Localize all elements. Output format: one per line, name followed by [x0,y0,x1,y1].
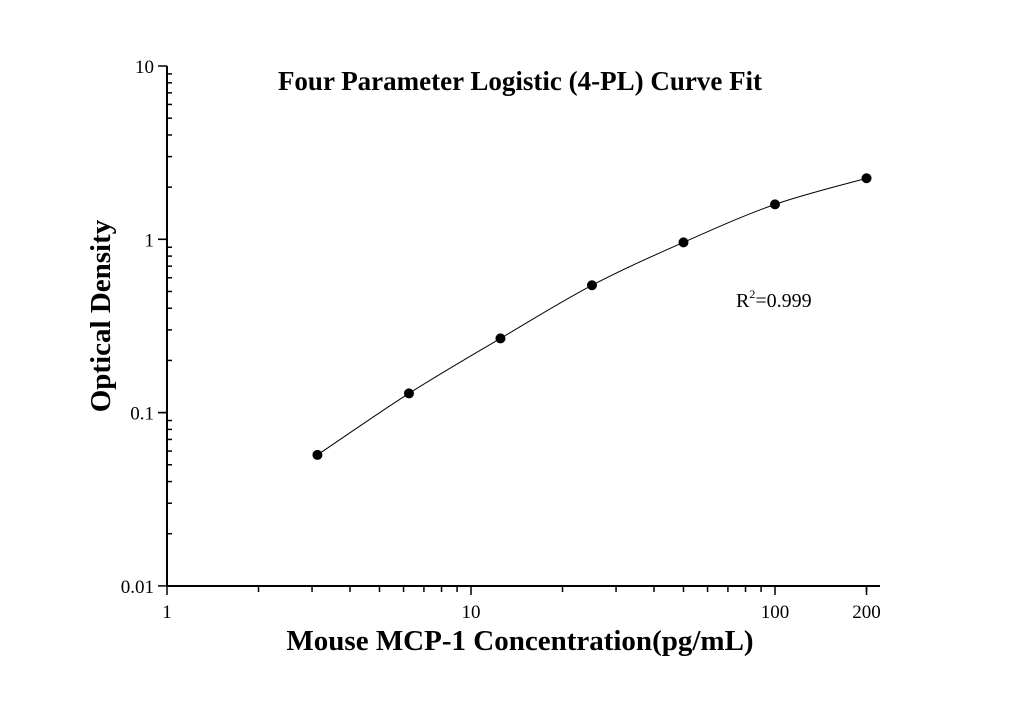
data-points [312,173,872,460]
x-axis-title: Mouse MCP-1 Concentration(pg/mL) [286,625,753,657]
r-squared-annotation: R2=0.999 [736,287,812,312]
x-tick-label: 10 [462,602,481,623]
y-tick-label: 0.01 [121,577,154,598]
data-point [495,333,506,344]
x-tick-label: 100 [761,602,790,623]
data-point [770,199,780,210]
fit-curve [317,177,867,456]
fit-curve-group [317,177,867,456]
y-tick-label: 10 [135,57,154,78]
data-point [586,280,597,291]
data-point [312,449,323,460]
y-tick-label: 0.1 [130,404,154,425]
x-tick-label: 200 [852,602,881,623]
data-point [861,173,872,184]
chart-title: Four Parameter Logistic (4-PL) Curve Fit [278,66,762,96]
data-point [678,237,689,248]
data-point [403,388,414,399]
y-axis-title: Optical Density [85,219,117,412]
ticks: 1 10 100 200 0.01 0.1 1 10 [121,57,881,623]
y-tick-label: 1 [145,230,155,251]
axes [166,66,880,587]
x-tick-label: 1 [162,602,172,623]
